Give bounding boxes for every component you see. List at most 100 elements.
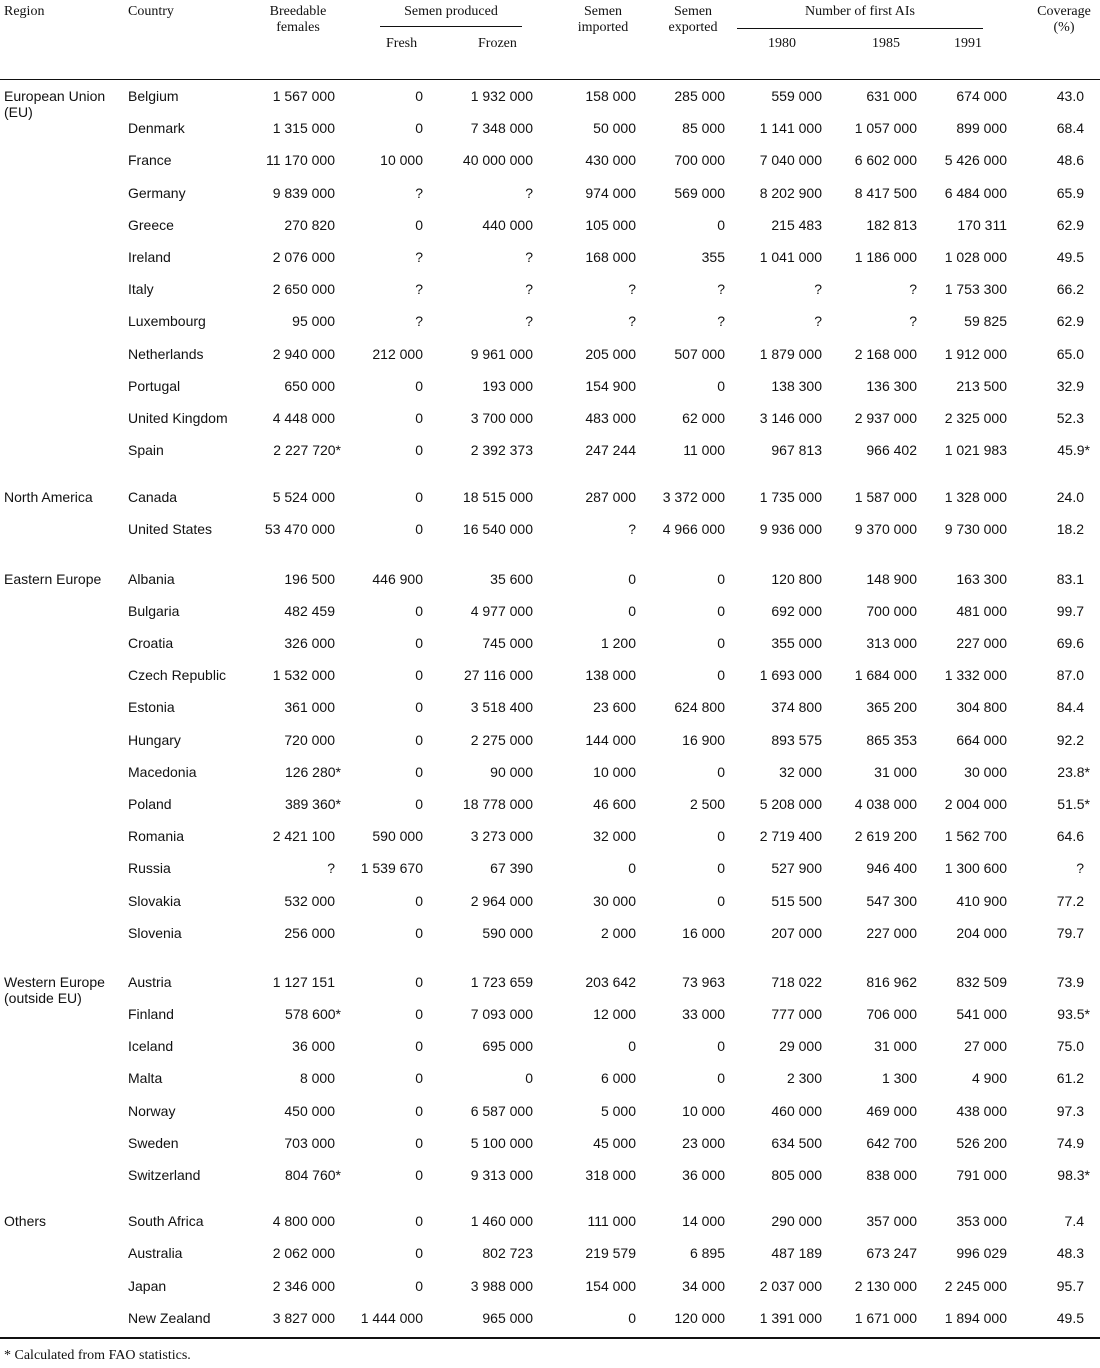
first-ais-1980-cell: 460 000 (771, 1102, 822, 1119)
first-ais-1991-cell: 1 753 300 (944, 281, 1007, 298)
table-row: Russia? 1 539 670 67 390 0 0 527 900 946 400 1 … (0, 852, 1100, 884)
semen-frozen-cell: 802 723 (482, 1245, 533, 1262)
semen-fresh-cell: ? (415, 184, 423, 201)
region-label: Others (4, 1213, 47, 1230)
country-name: Australia (128, 1245, 183, 1262)
first-ais-1980-cell: 1 141 000 (759, 120, 822, 137)
country-name: Spain (128, 442, 164, 459)
first-ais-1980-cell: 2 719 400 (759, 828, 822, 845)
first-ais-1980-cell: 7 040 000 (759, 152, 822, 169)
country-name: Germany (128, 184, 186, 201)
first-ais-1985-cell: 313 000 (866, 635, 917, 651)
semen-fresh-cell: 446 900 (372, 570, 423, 587)
breedable-females-cell: 1 532 000 (272, 667, 335, 684)
first-ais-1980-cell: 967 813 (771, 442, 822, 459)
country-name: Russia (128, 860, 171, 877)
semen-imported-cell: 203 642 (585, 973, 636, 990)
coverage-cell: 73.9 (1056, 973, 1084, 990)
first-ais-1980-cell: 355 000 (771, 635, 822, 651)
region-label: Eastern Europe (4, 570, 102, 587)
coverage-cell: 62.9 (1056, 216, 1084, 233)
semen-frozen-cell: 965 000 (482, 1309, 533, 1326)
table-row: Australia 2 062 000 0 802 723 219 579 6 895 48… (0, 1237, 1100, 1269)
first-ais-1980-cell: 290 000 (771, 1213, 822, 1230)
table-row: New Zealand 3 827 000 1 444 000 965 000 0 120… (0, 1302, 1100, 1334)
table-row: Iceland 36 000 0 695 000 0 0 29 000 31 000 27 00… (0, 1030, 1100, 1062)
first-ais-1991-cell: 541 000 (956, 1006, 1007, 1023)
first-ais-1980-cell: 5 208 000 (759, 795, 822, 812)
breedable-females-cell: 126 280* (284, 763, 341, 780)
semen-frozen-cell: 1 460 000 (470, 1213, 533, 1230)
first-ais-1985-cell: 1 671 000 (854, 1309, 917, 1326)
semen-frozen-cell: 9 313 000 (470, 1167, 533, 1183)
first-ais-1985-cell: ? (909, 313, 917, 330)
first-ais-1980-cell: 718 022 (771, 973, 822, 990)
coverage-cell: 18.2 (1056, 521, 1084, 538)
semen-frozen-cell: ? (525, 313, 533, 330)
table-row: Western Europe (outside EU) Austria 1 127 … (0, 966, 1100, 1006)
breedable-females-cell: 36 000 (292, 1038, 335, 1055)
country-name: Luxembourg (128, 313, 206, 330)
breedable-females-cell: 1 127 151 (272, 973, 335, 990)
semen-exported-cell: 0 (717, 828, 725, 845)
first-ais-1980-cell: 1 735 000 (759, 489, 822, 506)
semen-fresh-cell: 0 (415, 924, 423, 941)
table-row: Hungary 720 000 0 2 275 000 144 000 16 900 893… (0, 724, 1100, 756)
semen-imported-cell: 247 244 (585, 442, 636, 459)
first-ais-1985-cell: 706 000 (866, 1006, 917, 1023)
country-name: South Africa (128, 1213, 204, 1230)
semen-fresh-cell: 0 (415, 892, 423, 909)
first-ais-1985-cell: 2 937 000 (854, 409, 917, 426)
table-row: Germany 9 839 000?? 974 000 569 000 8 202 90… (0, 177, 1100, 209)
semen-frozen-cell: 3 518 400 (470, 699, 533, 716)
first-ais-1985-cell: 700 000 (866, 602, 917, 619)
semen-exported-cell: 0 (717, 667, 725, 684)
coverage-cell: 7.4 (1064, 1213, 1084, 1230)
first-ais-1980-cell: ? (814, 281, 822, 298)
first-ais-1991-cell: 899 000 (956, 120, 1007, 137)
header-rule (380, 26, 522, 27)
header-1980: 1980 (768, 36, 796, 51)
semen-frozen-cell: 90 000 (490, 763, 533, 780)
first-ais-1991-cell: 9 730 000 (944, 521, 1007, 538)
breedable-females-cell: 4 800 000 (272, 1213, 335, 1230)
breedable-females-cell: 95 000 (292, 313, 335, 330)
header-imported: Semen imported (577, 4, 629, 35)
semen-exported-cell: 34 000 (682, 1277, 725, 1294)
coverage-cell: 24.0 (1056, 489, 1084, 506)
country-name: Sweden (128, 1134, 179, 1151)
table-row: Luxembourg 95 000?????? 59 825 62.9 (0, 305, 1100, 337)
semen-fresh-cell: 0 (415, 763, 423, 780)
coverage-cell: ? (1076, 860, 1084, 877)
first-ais-1985-cell: 1 587 000 (854, 489, 917, 506)
first-ais-1985-cell: 227 000 (866, 924, 917, 941)
table-row: Switzerland 804 760* 0 9 313 000 318 000 36 0… (0, 1159, 1100, 1191)
semen-frozen-cell: ? (525, 184, 533, 201)
semen-fresh-cell: 0 (415, 216, 423, 233)
country-name: Portugal (128, 377, 181, 394)
coverage-cell: 62.9 (1056, 313, 1084, 330)
table-row: European Union (EU) Belgium 1 567 000 0 1 93… (0, 80, 1100, 120)
table-row: Denmark 1 315 000 0 7 348 000 50 000 85 000 1 … (0, 112, 1100, 144)
header-rule (737, 28, 983, 29)
first-ais-1991-cell: 1 912 000 (944, 345, 1007, 362)
semen-frozen-cell: 695 000 (482, 1038, 533, 1055)
semen-imported-cell: 30 000 (593, 892, 636, 909)
first-ais-1980-cell: 2 037 000 (759, 1277, 822, 1294)
country-name: United States (128, 521, 213, 538)
first-ais-1985-cell: 1 186 000 (854, 248, 917, 265)
header-fresh: Fresh (386, 36, 418, 51)
semen-frozen-cell: 2 392 373 (470, 442, 533, 459)
first-ais-1991-cell: 27 000 (964, 1038, 1007, 1055)
first-ais-1991-cell: 832 509 (956, 973, 1007, 990)
first-ais-1985-cell: 631 000 (866, 88, 917, 104)
breedable-females-cell: 326 000 (284, 635, 335, 651)
semen-fresh-cell: 212 000 (372, 345, 423, 362)
semen-imported-cell: 219 579 (585, 1245, 636, 1262)
semen-exported-cell: 120 000 (674, 1309, 725, 1326)
coverage-cell: 69.6 (1056, 635, 1084, 651)
semen-exported-cell: 0 (717, 1038, 725, 1055)
first-ais-1980-cell: 138 300 (771, 377, 822, 394)
breedable-females-cell: 804 760* (284, 1167, 341, 1183)
semen-exported-cell: 0 (717, 1070, 725, 1087)
